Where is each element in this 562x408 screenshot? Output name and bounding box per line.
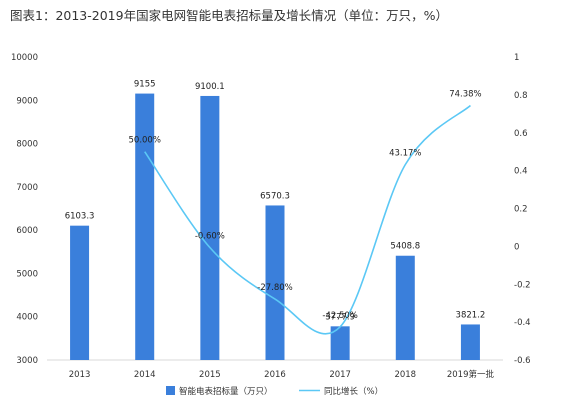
right-axis: -0.6 -0.4 -0.2 0 0.2 0.4 0.6 0.8 1 xyxy=(514,53,531,366)
x-axis-labels: 2013 2014 2015 2016 2017 2018 2019第一批 xyxy=(69,369,495,380)
x-tick-label: 2017 xyxy=(329,370,351,380)
left-tick-label: 10000 xyxy=(11,53,38,63)
bar-value-label: 6570.3 xyxy=(260,191,290,201)
x-tick-label: 2018 xyxy=(394,370,416,380)
left-tick-label: 5000 xyxy=(16,269,38,279)
line-value-label: 74.38% xyxy=(449,90,481,100)
bar-value-label: 9155 xyxy=(134,80,156,90)
left-tick-label: 7000 xyxy=(16,183,38,193)
right-tick-label: 1 xyxy=(514,53,519,63)
bar-series xyxy=(70,93,480,361)
bar-value-label: 9100.1 xyxy=(195,82,225,92)
x-tick-label: 2013 xyxy=(69,370,91,380)
line-data-labels: 50.00% -0.60% -27.80% -42.50% 43.17% 74.38% xyxy=(129,90,482,321)
bar xyxy=(265,205,285,360)
left-tick-label: 4000 xyxy=(16,313,38,323)
bar xyxy=(200,95,220,360)
right-tick-label: 0.6 xyxy=(514,129,528,139)
bar-value-label: 5408.8 xyxy=(390,242,420,252)
bar xyxy=(460,324,480,360)
right-tick-label: 0.2 xyxy=(514,205,528,215)
legend-line-label: 同比增长（%） xyxy=(324,386,383,397)
line-value-label: -42.50% xyxy=(322,311,357,321)
left-tick-label: 3000 xyxy=(16,356,38,366)
bar-data-labels: 6103.3 9155 9100.1 6570.3 3777.9 5408.8 3821.2 xyxy=(65,80,486,323)
bar xyxy=(330,326,350,360)
x-tick-label: 2016 xyxy=(264,370,286,380)
line-value-label: 50.00% xyxy=(129,136,161,146)
right-tick-label: -0.4 xyxy=(514,318,531,328)
growth-line xyxy=(144,104,471,335)
right-tick-label: 0.4 xyxy=(514,167,528,177)
left-tick-label: 9000 xyxy=(16,96,38,106)
line-value-label: -0.60% xyxy=(195,232,225,242)
left-axis: 3000 4000 5000 6000 7000 8000 9000 10000 xyxy=(11,53,38,366)
bar xyxy=(395,255,415,360)
x-tick-label: 2019第一批 xyxy=(447,369,495,380)
bar xyxy=(70,225,90,360)
line-value-label: 43.17% xyxy=(389,149,421,159)
chart-title: 图表1：2013-2019年国家电网智能电表招标量及增长情况（单位：万只，%） xyxy=(10,8,448,23)
right-tick-label: 0 xyxy=(514,242,519,252)
bar-value-label: 3821.2 xyxy=(456,310,486,320)
bar-value-label: 3777.9 xyxy=(325,312,355,322)
legend-bar-label: 智能电表招标量（万只） xyxy=(179,386,273,397)
right-tick-label: -0.2 xyxy=(514,280,531,290)
x-tick-label: 2015 xyxy=(199,370,221,380)
left-tick-label: 6000 xyxy=(16,226,38,236)
bar xyxy=(135,93,155,361)
left-tick-label: 8000 xyxy=(16,140,38,150)
legend: 智能电表招标量（万只） 同比增长（%） xyxy=(166,386,383,397)
bar-value-label: 6103.3 xyxy=(65,212,95,222)
legend-bar-swatch xyxy=(166,386,175,395)
right-tick-label: 0.8 xyxy=(514,91,528,101)
line-value-label: -27.80% xyxy=(257,283,292,293)
right-tick-label: -0.6 xyxy=(514,356,531,366)
x-tick-label: 2014 xyxy=(134,370,156,380)
